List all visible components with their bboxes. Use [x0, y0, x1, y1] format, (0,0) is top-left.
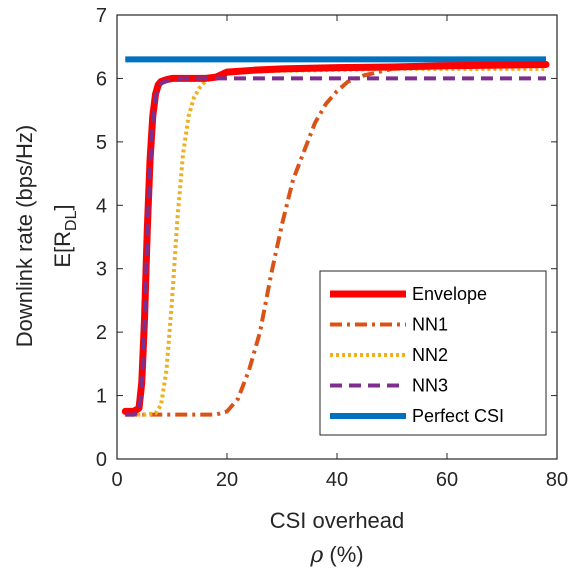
y-tick-label: 1 — [96, 386, 107, 408]
rho-symbol: ρ — [309, 543, 323, 568]
x-tick-label: 20 — [216, 469, 238, 491]
x-axis-unit: (%) — [323, 542, 363, 567]
y-tick-label: 5 — [96, 132, 107, 154]
y-axis-expectation-main: E[R — [50, 231, 75, 268]
y-axis-expectation-sub: DL — [63, 210, 80, 231]
x-tick-label: 0 — [111, 469, 122, 491]
series-line-nn1 — [125, 63, 546, 417]
axes — [116, 14, 558, 460]
legend-box — [319, 270, 547, 436]
legend-label: Perfect CSI — [412, 406, 504, 426]
legend-label: NN2 — [412, 345, 448, 365]
y-tick-label: 4 — [96, 195, 107, 217]
x-axis-unit-label: ρ (%) — [309, 542, 363, 568]
y-tick-label: 3 — [96, 259, 107, 281]
x-tick-label: 40 — [326, 469, 348, 491]
y-axis-expectation-label: E[RDL] — [50, 204, 80, 267]
legend-label: Envelope — [412, 284, 487, 304]
y-tick-label: 6 — [96, 68, 107, 90]
legend-label: NN1 — [412, 315, 448, 335]
y-axis-expectation-close: ] — [50, 204, 75, 210]
y-tick-label: 2 — [96, 322, 107, 344]
legend: Envelope NN1 NN2 NN3 Perfect CSI — [319, 270, 547, 436]
y-tick-label: 7 — [96, 5, 107, 27]
y-axis-label: Downlink rate (bps/Hz) — [12, 125, 37, 348]
series-layer — [121, 56, 550, 417]
legend-label: NN3 — [412, 376, 448, 396]
tick-labels: 0 20 40 60 80 0 1 2 3 4 5 6 7 — [96, 5, 568, 491]
x-tick-label: 60 — [436, 469, 458, 491]
x-axis-label: CSI overhead — [270, 508, 405, 533]
x-tick-label: 80 — [546, 469, 568, 491]
y-tick-label: 0 — [96, 449, 107, 471]
